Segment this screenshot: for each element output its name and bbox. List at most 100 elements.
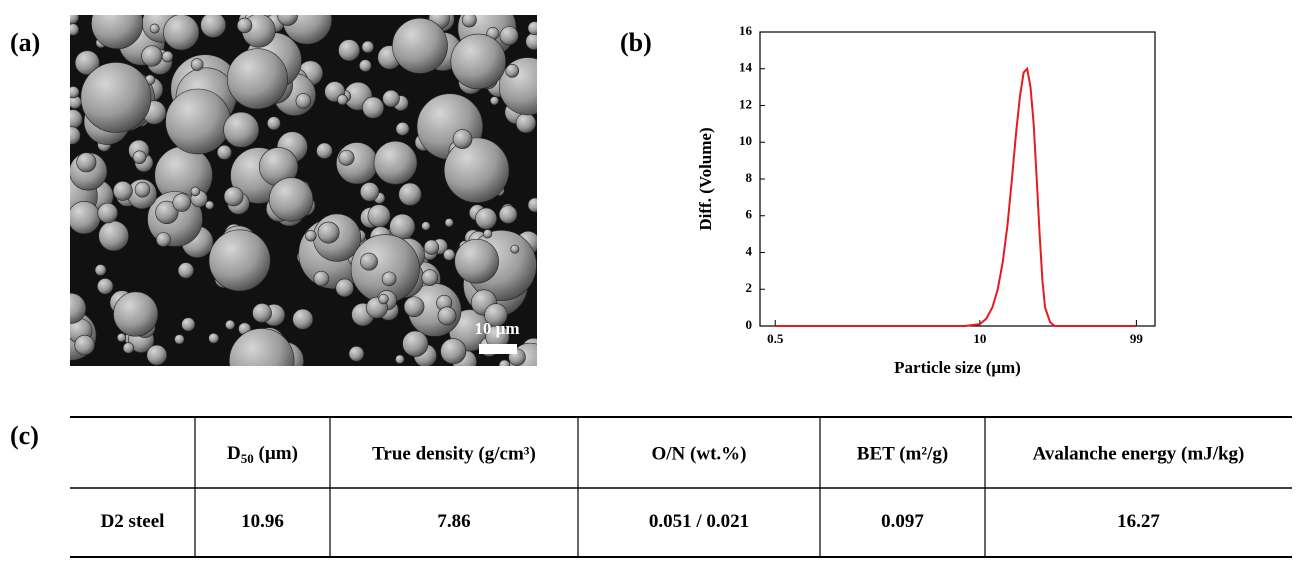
particle xyxy=(149,23,160,34)
particle xyxy=(146,344,168,366)
y-tick-label: 2 xyxy=(746,280,753,295)
particle xyxy=(205,200,215,210)
particle xyxy=(395,121,410,136)
particle xyxy=(70,86,80,99)
particle xyxy=(317,221,340,244)
particle xyxy=(437,306,457,326)
particle xyxy=(440,338,467,365)
particle xyxy=(225,319,236,330)
particle xyxy=(223,111,260,148)
header-text: D xyxy=(227,443,241,464)
header-cell: D50 (µm) xyxy=(227,443,298,466)
particle xyxy=(226,48,288,110)
particle xyxy=(360,252,378,271)
particle xyxy=(443,248,456,261)
particle xyxy=(515,112,537,134)
particle xyxy=(527,197,537,213)
particle xyxy=(454,238,499,284)
particle xyxy=(338,39,360,62)
particle xyxy=(475,207,498,230)
particle xyxy=(97,202,118,224)
particle xyxy=(305,230,317,242)
particle xyxy=(452,129,473,149)
particle xyxy=(381,271,397,287)
particle xyxy=(444,218,454,228)
particles xyxy=(70,15,537,366)
particle xyxy=(403,296,425,318)
data-line xyxy=(775,66,1137,327)
particle xyxy=(155,200,179,225)
particle xyxy=(266,116,281,131)
particle xyxy=(338,149,355,166)
particle xyxy=(295,93,312,109)
particle xyxy=(112,181,133,201)
particle xyxy=(421,221,431,231)
particle xyxy=(348,346,365,362)
particle xyxy=(362,96,385,119)
particle xyxy=(505,64,520,78)
particle xyxy=(398,182,422,206)
x-tick-label: 10 xyxy=(973,331,986,346)
particle xyxy=(97,278,114,295)
plot-frame xyxy=(759,31,1156,327)
particle xyxy=(268,177,314,222)
table-cell: 7.86 xyxy=(437,511,470,532)
particle xyxy=(499,26,519,46)
y-tick-label: 8 xyxy=(746,170,753,185)
table-cell: 0.051 / 0.021 xyxy=(649,511,749,532)
particle xyxy=(392,17,448,74)
particle xyxy=(510,244,520,254)
particle xyxy=(489,96,499,106)
particle xyxy=(163,15,200,51)
table-cell: 10.96 xyxy=(241,511,284,532)
particle xyxy=(484,303,508,327)
particle xyxy=(156,232,171,248)
particle xyxy=(70,292,87,324)
y-tick-label: 0 xyxy=(746,317,753,332)
particle xyxy=(423,239,440,255)
particle xyxy=(421,269,439,286)
panel-label: (b) xyxy=(620,28,652,57)
particle xyxy=(402,330,429,357)
particle xyxy=(134,181,151,198)
scale-bar xyxy=(479,344,517,354)
particle xyxy=(498,359,511,366)
particle xyxy=(80,62,152,133)
particle xyxy=(443,137,510,203)
particle xyxy=(335,278,354,298)
header-cell: O/N (wt.%) xyxy=(652,443,747,464)
header-cell: BET (m²/g) xyxy=(857,443,948,464)
particle xyxy=(208,332,220,344)
y-tick-label: 6 xyxy=(746,207,753,222)
particle xyxy=(190,186,201,197)
table: D50 (µm) True density (g/cm³) O/N (wt.%) BE… xyxy=(70,416,1292,558)
particle xyxy=(181,317,196,332)
particle xyxy=(190,58,204,71)
particle xyxy=(367,204,391,228)
y-tick-label: 12 xyxy=(739,96,752,111)
particle xyxy=(336,94,348,106)
x-axis-label: Particle size (μm) xyxy=(894,358,1021,377)
header-cell: Avalanche energy (mJ/kg) xyxy=(1033,443,1245,464)
particle xyxy=(200,15,227,38)
particle xyxy=(91,15,144,50)
y-tick-label: 4 xyxy=(746,243,753,258)
particle xyxy=(172,193,191,212)
particle xyxy=(461,15,477,28)
particle xyxy=(378,293,389,305)
particle xyxy=(223,186,244,207)
particle xyxy=(361,40,374,54)
particle xyxy=(161,50,174,63)
y-tick-label: 10 xyxy=(739,133,752,148)
particle xyxy=(498,205,518,224)
particle xyxy=(113,291,159,337)
particle xyxy=(395,354,405,365)
table-cell: 0.097 xyxy=(881,511,924,532)
row-label: D2 steel xyxy=(101,511,165,532)
particle xyxy=(122,342,135,354)
y-axis-label: Diff. (Volume) xyxy=(696,127,715,230)
particle xyxy=(382,89,400,108)
particle xyxy=(359,59,372,72)
